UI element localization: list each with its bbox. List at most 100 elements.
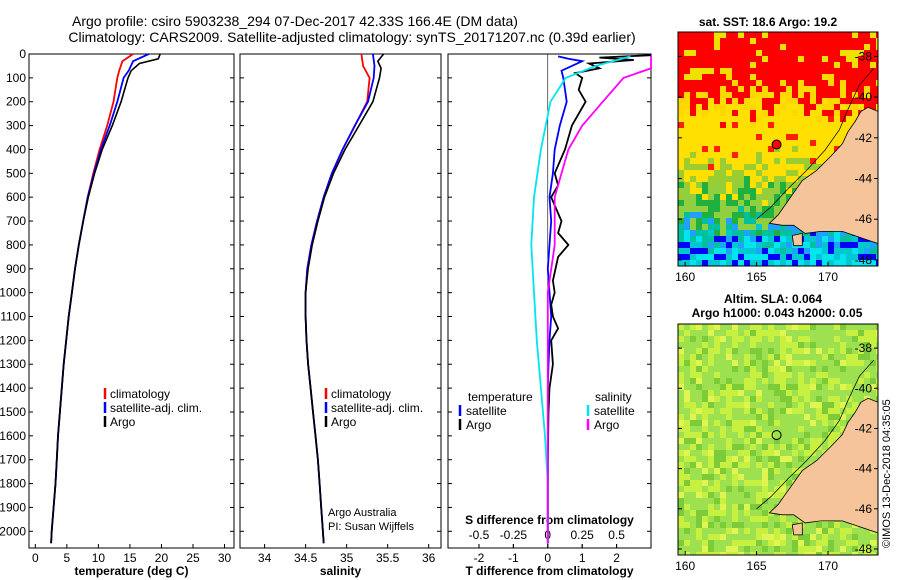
map-field-cell bbox=[756, 522, 762, 528]
map-field-cell bbox=[792, 92, 798, 98]
map-field-cell bbox=[708, 534, 714, 540]
map-field-cell bbox=[798, 432, 804, 438]
map-field-cell bbox=[690, 348, 696, 354]
map-field-cell bbox=[708, 504, 714, 510]
map-field-cell bbox=[696, 236, 702, 242]
map-field-cell bbox=[816, 86, 822, 92]
map-field-cell bbox=[786, 396, 792, 402]
map-field-cell bbox=[762, 92, 768, 98]
map-field-cell bbox=[744, 68, 750, 74]
map-field-cell bbox=[702, 336, 708, 342]
map-field-cell bbox=[738, 116, 744, 122]
map-field-cell bbox=[768, 414, 774, 420]
map-field-cell bbox=[864, 56, 870, 62]
map-field-cell bbox=[684, 342, 690, 348]
map-field-cell bbox=[714, 218, 720, 224]
map-field-cell bbox=[684, 432, 690, 438]
map-field-cell bbox=[846, 56, 852, 62]
map-field-cell bbox=[738, 62, 744, 68]
map-field-cell bbox=[858, 360, 864, 366]
map-field-cell bbox=[780, 552, 786, 555]
map-field-cell bbox=[750, 164, 756, 170]
map-field-cell bbox=[762, 390, 768, 396]
map-field-cell bbox=[816, 248, 822, 254]
map-field-cell bbox=[732, 170, 738, 176]
map-field-cell bbox=[708, 456, 714, 462]
map-field-cell bbox=[786, 92, 792, 98]
map-field-cell bbox=[840, 324, 846, 330]
map-field-cell bbox=[738, 200, 744, 206]
map-field-cell bbox=[876, 104, 878, 110]
map-field-cell bbox=[726, 62, 732, 68]
map-field-cell bbox=[774, 462, 780, 468]
map-field-cell bbox=[708, 68, 714, 74]
map-field-cell bbox=[678, 354, 684, 360]
map-field-cell bbox=[696, 378, 702, 384]
series-line-argo bbox=[50, 53, 161, 544]
legend-label: Argo bbox=[466, 418, 492, 432]
map-field-cell bbox=[750, 188, 756, 194]
map-field-cell bbox=[840, 248, 846, 254]
map-field-cell bbox=[852, 360, 858, 366]
map-field-cell bbox=[684, 212, 690, 218]
map-field-cell bbox=[750, 426, 756, 432]
map-field-cell bbox=[720, 450, 726, 456]
map-field-cell bbox=[720, 528, 726, 534]
map-field-cell bbox=[696, 86, 702, 92]
map-field-cell bbox=[726, 50, 732, 56]
map-field-cell bbox=[696, 116, 702, 122]
map-field-cell bbox=[876, 86, 878, 92]
map-field-cell bbox=[846, 68, 852, 74]
map-field-cell bbox=[870, 378, 876, 384]
map-field-cell bbox=[804, 438, 810, 444]
map-field-cell bbox=[690, 200, 696, 206]
map-field-cell bbox=[684, 522, 690, 528]
map-field-cell bbox=[696, 140, 702, 146]
map-field-cell bbox=[720, 462, 726, 468]
map-field-cell bbox=[726, 38, 732, 44]
map-field-cell bbox=[846, 62, 852, 68]
map-field-cell bbox=[870, 260, 876, 266]
map-field-cell bbox=[720, 158, 726, 164]
map-field-cell bbox=[762, 468, 768, 474]
series-line-salinity-argo bbox=[546, 56, 652, 544]
map-field-cell bbox=[708, 342, 714, 348]
map-field-cell bbox=[744, 224, 750, 230]
map-field-cell bbox=[678, 158, 684, 164]
map-field-cell bbox=[870, 324, 876, 330]
map-field-cell bbox=[840, 378, 846, 384]
map-field-cell bbox=[738, 492, 744, 498]
map-field-cell bbox=[846, 38, 852, 44]
map-field-cell bbox=[702, 92, 708, 98]
map-field-cell bbox=[804, 348, 810, 354]
map-field-cell bbox=[804, 32, 810, 38]
map-field-cell bbox=[840, 62, 846, 68]
map-field-cell bbox=[750, 236, 756, 242]
map-field-cell bbox=[738, 164, 744, 170]
map-field-cell bbox=[756, 372, 762, 378]
map-field-cell bbox=[780, 432, 786, 438]
map-field-cell bbox=[822, 122, 828, 128]
map-field-cell bbox=[708, 432, 714, 438]
map-field-cell bbox=[822, 158, 828, 164]
map-field-cell bbox=[702, 140, 708, 146]
map-field-cell bbox=[732, 474, 738, 480]
map-field-cell bbox=[714, 68, 720, 74]
map-field-cell bbox=[816, 134, 822, 140]
map-field-cell bbox=[780, 396, 786, 402]
map-field-cell bbox=[756, 134, 762, 140]
map-field-cell bbox=[720, 324, 726, 330]
map-field-cell bbox=[744, 164, 750, 170]
map-field-cell bbox=[804, 158, 810, 164]
map-field-cell bbox=[684, 230, 690, 236]
map-field-cell bbox=[696, 212, 702, 218]
map-field-cell bbox=[684, 122, 690, 128]
map-field-cell bbox=[876, 540, 878, 546]
map-field-cell bbox=[750, 98, 756, 104]
map-field-cell bbox=[732, 492, 738, 498]
map-field-cell bbox=[690, 492, 696, 498]
map-field-cell bbox=[696, 372, 702, 378]
map-field-cell bbox=[828, 122, 834, 128]
map-field-cell bbox=[816, 414, 822, 420]
map-field-cell bbox=[726, 498, 732, 504]
